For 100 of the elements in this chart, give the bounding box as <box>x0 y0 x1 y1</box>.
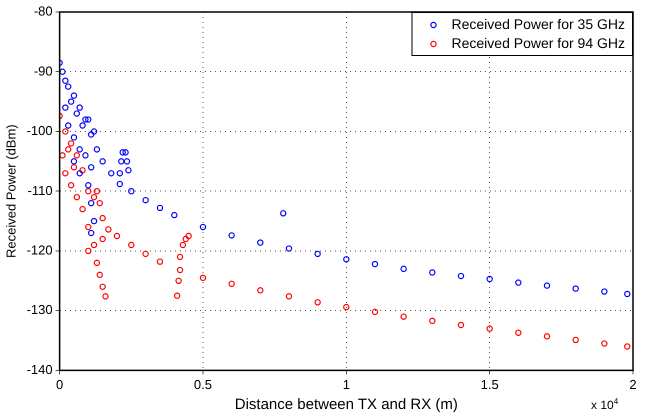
point <box>125 167 132 174</box>
y-tick-label: -140 <box>26 362 53 377</box>
point <box>572 285 579 292</box>
point <box>62 77 69 84</box>
point <box>68 140 74 147</box>
point <box>79 206 86 212</box>
y-axis-title: Received Power (dBm) <box>3 124 18 258</box>
point <box>400 313 407 320</box>
point <box>99 158 106 165</box>
point <box>79 122 86 129</box>
x-tick-label: 1.5 <box>480 376 499 392</box>
point <box>68 98 74 105</box>
point <box>96 200 103 206</box>
point <box>119 149 126 156</box>
point <box>99 236 106 242</box>
x-tick-label: 0 <box>56 376 64 392</box>
point <box>200 224 206 230</box>
point <box>142 196 149 204</box>
point <box>515 279 522 286</box>
point <box>65 146 72 153</box>
point <box>114 232 120 240</box>
point <box>486 276 493 282</box>
point <box>458 322 464 328</box>
point <box>70 164 78 171</box>
point <box>257 239 264 246</box>
point <box>200 274 206 282</box>
point <box>85 182 92 188</box>
point <box>185 232 192 240</box>
point <box>314 250 321 258</box>
x-tick-label: 0.5 <box>194 376 212 392</box>
point <box>142 250 149 258</box>
point <box>76 104 83 111</box>
point <box>70 134 78 141</box>
x-tick-label: 1 <box>342 376 350 392</box>
x-tick-label: 2 <box>629 376 637 392</box>
point <box>174 292 180 299</box>
point <box>175 278 182 284</box>
point <box>94 260 100 266</box>
point <box>458 272 464 280</box>
x-axis-title: Distance between TX and RX (m) <box>234 396 458 414</box>
point <box>343 256 350 262</box>
point <box>88 131 94 138</box>
point <box>105 226 112 233</box>
point <box>257 287 264 294</box>
point <box>400 266 407 272</box>
point <box>280 210 286 216</box>
point <box>85 188 92 194</box>
point <box>171 212 178 218</box>
y-tick-label: -110 <box>28 182 53 198</box>
point <box>156 204 164 212</box>
point <box>94 188 100 194</box>
point <box>82 152 89 159</box>
legend-label: Received Power for 94 GHz <box>451 34 626 51</box>
point <box>122 149 129 156</box>
point <box>176 266 184 274</box>
point <box>82 116 89 123</box>
legend-label: Received Power for 35 GHz <box>451 16 626 32</box>
point <box>85 116 92 123</box>
y-tick-label: -100 <box>26 123 53 138</box>
point <box>108 170 114 176</box>
point <box>515 330 522 336</box>
point <box>99 284 106 290</box>
point <box>156 258 164 265</box>
point <box>343 304 350 310</box>
y-tick-label: -90 <box>34 63 53 78</box>
point <box>74 110 80 117</box>
point <box>544 282 550 289</box>
point <box>624 290 630 298</box>
point <box>601 340 608 347</box>
point <box>102 293 109 300</box>
point <box>118 158 124 165</box>
point <box>70 92 78 99</box>
point <box>76 146 83 153</box>
point <box>624 343 630 350</box>
point <box>60 68 66 75</box>
y-tick-label: -130 <box>26 302 53 318</box>
point <box>85 224 92 230</box>
point <box>124 158 130 165</box>
point <box>116 180 124 188</box>
y-tick-label: -120 <box>26 242 53 258</box>
point <box>128 188 134 194</box>
point <box>90 218 98 224</box>
point <box>90 194 98 200</box>
point <box>429 318 436 324</box>
point <box>76 170 83 176</box>
point <box>180 242 186 248</box>
point <box>65 83 72 90</box>
point <box>88 164 94 171</box>
point <box>182 236 189 242</box>
point <box>74 152 80 159</box>
point <box>286 293 292 300</box>
point <box>62 128 69 135</box>
point <box>85 248 92 254</box>
y-tick-label: -80 <box>34 4 53 19</box>
point <box>62 104 69 111</box>
point <box>94 146 100 153</box>
point <box>88 230 94 236</box>
point <box>228 280 235 287</box>
point <box>90 242 98 248</box>
point <box>486 325 493 332</box>
